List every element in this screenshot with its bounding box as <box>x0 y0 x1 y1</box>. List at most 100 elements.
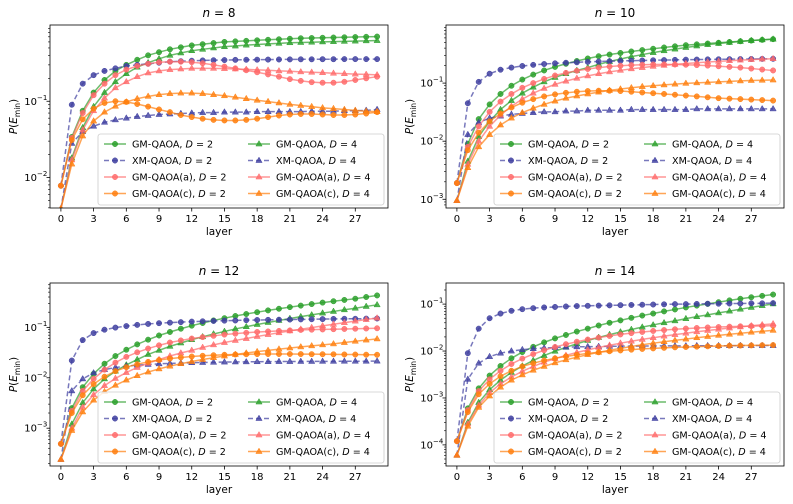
data-point <box>661 327 668 334</box>
x-axis-label: layer <box>206 226 233 238</box>
data-point <box>156 320 162 327</box>
data-point <box>373 357 381 364</box>
data-point <box>68 410 75 416</box>
data-point <box>253 107 261 114</box>
title-value: 8 <box>228 6 236 20</box>
data-point <box>551 97 559 104</box>
legend-item: GM-QAOA(a), D = 4 <box>644 431 767 442</box>
data-point <box>616 66 625 73</box>
data-point <box>231 358 239 365</box>
data-point <box>79 110 86 117</box>
legend-method: GM-QAOA(a), <box>276 431 343 442</box>
data-point <box>725 324 734 331</box>
legend-d-value: = 2 <box>589 140 609 151</box>
data-point <box>486 352 494 359</box>
legend-marker <box>508 415 514 422</box>
legend-label: GM-QAOA(a), D = 2 <box>132 431 227 442</box>
legend-item: GM-QAOA, D = 2 <box>104 140 213 151</box>
data-point <box>297 351 304 358</box>
series-7 <box>59 89 381 208</box>
series-5 <box>59 64 381 208</box>
y-label-paren: ( <box>8 382 20 386</box>
y-tick-exponent: −1 <box>433 297 443 305</box>
data-point <box>715 77 723 85</box>
y-label-paren: ( <box>404 382 416 386</box>
x-tick-label: 21 <box>680 214 693 225</box>
data-point <box>552 72 558 79</box>
data-point <box>286 327 294 334</box>
data-point <box>584 336 591 343</box>
data-point <box>351 317 359 324</box>
data-point <box>329 320 338 327</box>
data-point <box>330 298 337 305</box>
data-point <box>166 319 173 326</box>
x-axis-label: layer <box>602 226 629 238</box>
data-point <box>748 65 755 72</box>
data-point <box>188 335 195 342</box>
legend-d: D <box>725 414 732 425</box>
data-point <box>166 89 174 96</box>
y-tick-label: 10 <box>24 97 37 108</box>
legend-label: XM-QAOA, D = 2 <box>528 156 608 167</box>
data-point <box>276 112 282 119</box>
data-point <box>374 292 381 299</box>
data-point <box>541 357 548 364</box>
data-point <box>156 357 162 363</box>
data-point <box>748 96 755 103</box>
data-point <box>340 69 348 76</box>
series-7 <box>453 76 777 203</box>
x-tick-label: 0 <box>454 214 460 225</box>
y-label-var: E <box>8 117 20 124</box>
legend-marker <box>112 432 118 438</box>
y-axis-label: P(Emin) <box>8 357 22 392</box>
data-point <box>595 348 603 355</box>
data-point <box>220 108 229 115</box>
data-point <box>682 301 689 308</box>
x-tick-label: 12 <box>185 472 198 483</box>
y-tick-exponent: −2 <box>433 344 443 352</box>
legend-d: D <box>342 189 349 200</box>
data-point <box>770 97 777 104</box>
data-point <box>341 351 348 358</box>
data-point <box>486 101 493 108</box>
data-point <box>220 358 229 365</box>
legend: GM-QAOA, D = 2 GM-QAOA, D = 4XM-QAOA, D =… <box>493 133 781 206</box>
y-tick-exponent: −2 <box>37 170 47 178</box>
x-tick-label: 18 <box>647 472 660 483</box>
data-point <box>759 66 766 73</box>
data-point <box>144 92 152 99</box>
y-label-paren: ) <box>404 99 416 103</box>
data-point <box>275 39 283 46</box>
data-point <box>672 301 678 308</box>
data-point <box>329 104 338 111</box>
legend-marker <box>255 398 263 405</box>
legend-item: GM-QAOA, D = 4 <box>248 398 357 409</box>
legend-d: D <box>198 189 205 200</box>
y-label-paren: ) <box>404 357 416 361</box>
data-point <box>704 310 712 318</box>
data-point <box>122 376 130 383</box>
data-point <box>715 63 722 70</box>
legend-d-value: = 4 <box>732 156 752 167</box>
data-point <box>59 204 63 208</box>
data-point <box>562 355 570 363</box>
legend-marker <box>651 156 659 163</box>
legend-d: D <box>739 431 746 442</box>
data-point <box>649 339 657 346</box>
data-point <box>319 299 326 306</box>
legend-method: GM-QAOA(c), <box>132 189 198 200</box>
data-point <box>769 76 777 83</box>
data-point <box>220 338 229 345</box>
data-point <box>486 392 494 399</box>
data-point <box>693 300 700 307</box>
data-point <box>166 109 173 116</box>
data-point <box>551 358 559 366</box>
data-point <box>486 122 494 129</box>
legend-item: GM-QAOA(a), D = 4 <box>644 173 767 184</box>
legend-d: D <box>330 398 337 409</box>
legend-method: XM-QAOA, <box>528 156 581 167</box>
data-point <box>221 317 228 324</box>
legend-d-value: = 4 <box>746 189 766 200</box>
data-point <box>101 99 108 106</box>
data-point <box>210 332 217 339</box>
